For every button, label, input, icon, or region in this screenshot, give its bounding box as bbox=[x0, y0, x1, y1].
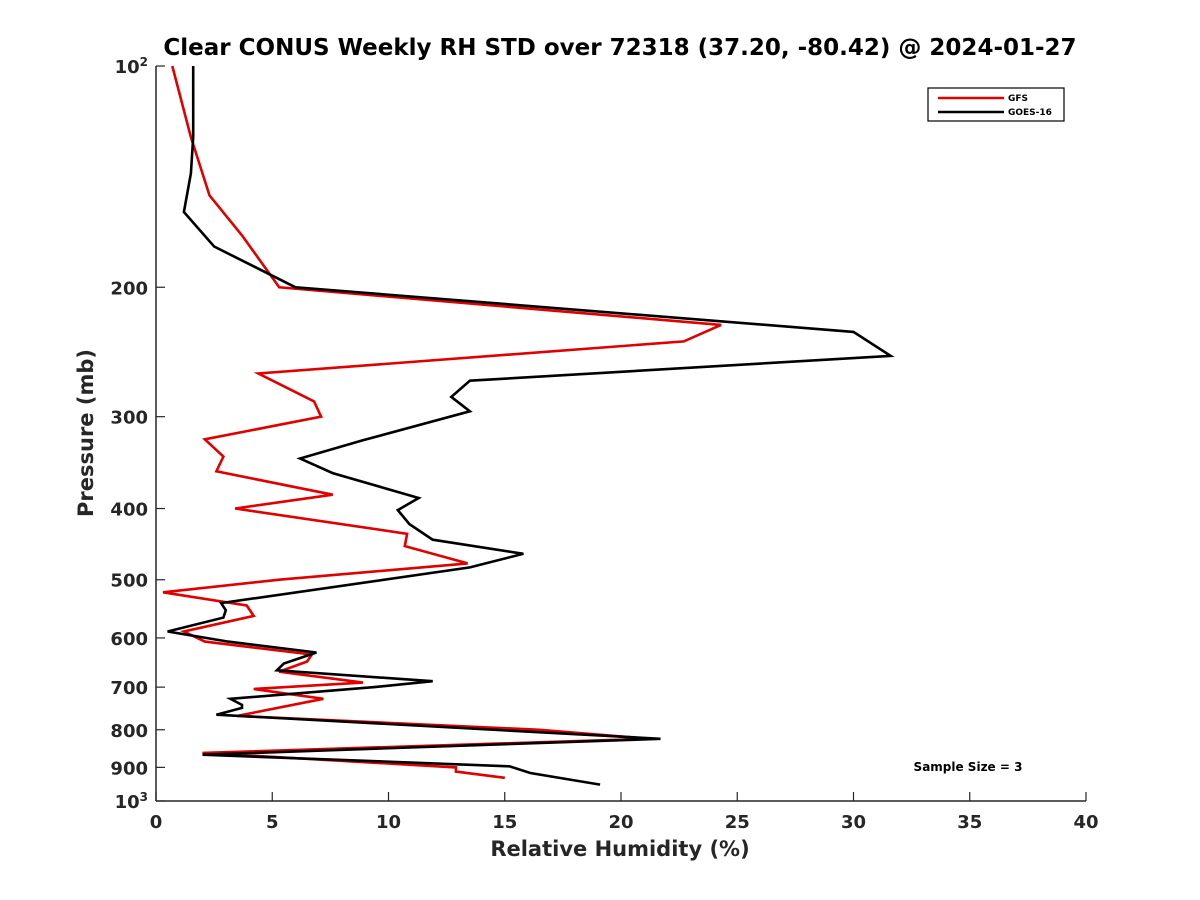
plot-area: 0 5 10 15 20 25 30 35 40 102 200 300 400 500 600 700 800… bbox=[110, 55, 1098, 833]
y-tick-label: 600 bbox=[110, 629, 148, 650]
x-axis-label: Relative Humidity (%) bbox=[490, 837, 749, 861]
y-tick-label: 800 bbox=[110, 721, 148, 742]
series-line-goes-16 bbox=[167, 66, 895, 786]
y-tick-label: 500 bbox=[110, 571, 148, 592]
y-tick-label: 102 bbox=[115, 55, 148, 78]
x-tick-label: 30 bbox=[841, 812, 866, 833]
x-tick-label: 35 bbox=[957, 812, 982, 833]
x-tick-label: 40 bbox=[1073, 812, 1098, 833]
series-line-gfs bbox=[162, 65, 722, 780]
sample-size-annotation: Sample Size = 3 bbox=[914, 760, 1023, 774]
x-tick-label: 10 bbox=[376, 812, 401, 833]
x-tick-label: 0 bbox=[150, 812, 163, 833]
x-tick-label: 25 bbox=[725, 812, 750, 833]
legend-box bbox=[927, 87, 1065, 122]
x-tick-label: 20 bbox=[608, 812, 633, 833]
legend-label-goes-16: GOES-16 bbox=[1008, 108, 1052, 118]
y-tick-label: 700 bbox=[110, 678, 148, 699]
x-tick-label: 15 bbox=[492, 812, 517, 833]
y-tick-label: 200 bbox=[110, 278, 148, 299]
y-tick-label: 103 bbox=[115, 790, 148, 813]
y-tick-label: 300 bbox=[110, 408, 148, 429]
x-tick-label: 5 bbox=[266, 812, 279, 833]
y-tick-label: 900 bbox=[110, 758, 148, 779]
y-tick-label: 400 bbox=[110, 500, 148, 521]
y-axis-label: Pressure (mb) bbox=[74, 349, 98, 517]
legend-label-gfs: GFS bbox=[1008, 94, 1028, 104]
chart-title: Clear CONUS Weekly RH STD over 72318 (37… bbox=[163, 35, 1076, 61]
